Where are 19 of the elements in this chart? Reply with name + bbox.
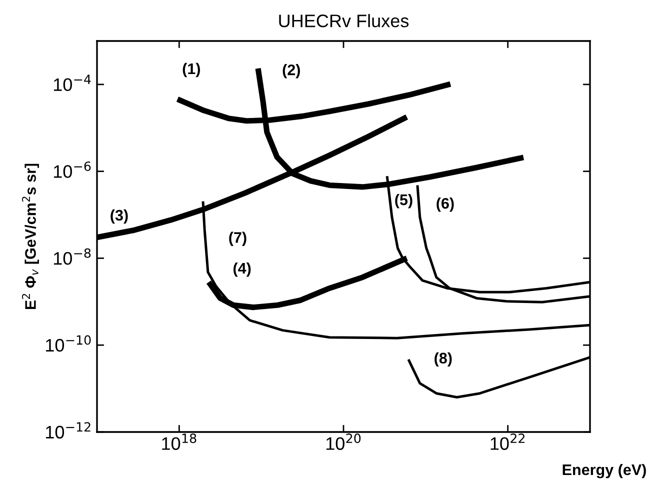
y-axis-title: E$^{2}$ Φ$_{v}$ [GeV/cm$^{2}$s sr] bbox=[22, 164, 39, 310]
series-label: (2) bbox=[282, 64, 300, 78]
series-label: (8) bbox=[434, 352, 452, 367]
y-tick-label: 10$^{−8}$ bbox=[54, 248, 91, 265]
y-tick-label: 10$^{−10}$ bbox=[46, 335, 91, 352]
x-tick-label: 10$^{20}$ bbox=[326, 434, 361, 450]
legend-label: (1) bbox=[182, 62, 200, 78]
y-tick-label: 10$^{−12}$ bbox=[46, 422, 90, 439]
chart-title: UHECRv Fluxes bbox=[279, 14, 409, 28]
series-label: (5) bbox=[395, 194, 412, 208]
series-label: (6) bbox=[436, 198, 454, 212]
x-axis-title: Energy (eV) bbox=[562, 464, 646, 478]
series-label: (3) bbox=[110, 209, 128, 224]
x-tick-label: 10$^{18}$ bbox=[162, 434, 196, 450]
x-tick-label: 10$^{22}$ bbox=[490, 434, 524, 450]
series-label: (7) bbox=[229, 232, 246, 246]
y-tick-label: 10$^{−4}$ bbox=[54, 74, 91, 92]
y-tick-label: 10$^{−6}$ bbox=[54, 161, 91, 178]
series-label: (4) bbox=[233, 262, 251, 277]
